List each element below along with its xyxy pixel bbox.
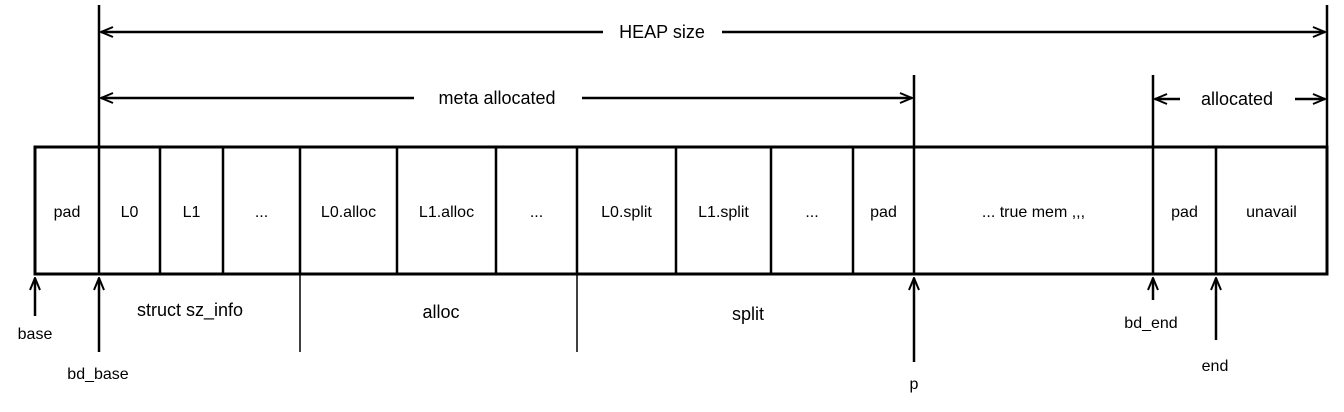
allocated-dimension: allocated [1155, 89, 1325, 109]
heap-size-label: HEAP size [619, 22, 705, 42]
pointer-bd-end-label: bd_end [1124, 315, 1177, 332]
memory-cell-label: unavail [1246, 204, 1297, 221]
memory-cells: pad L0 L1... L0.alloc L1.alloc... L0.split L1.… [54, 147, 1297, 274]
memory-cell-label: ... [255, 204, 268, 221]
memory-cell-label: pad [54, 204, 81, 221]
memory-cell-label: L0.split [601, 204, 652, 221]
meta-allocated-dimension: meta allocated [101, 88, 912, 108]
memory-cell-label: ... true mem ,,, [982, 204, 1085, 221]
memory-cell-label: ... [805, 204, 818, 221]
pointer-base-label: base [18, 326, 53, 343]
memory-cell-label: pad [1171, 204, 1198, 221]
memory-cell-label: L1.split [698, 204, 749, 221]
meta-allocated-label: meta allocated [438, 88, 555, 108]
allocated-label: allocated [1201, 89, 1273, 109]
pointer-bd-base-label: bd_base [67, 366, 128, 383]
memory-bar [33, 145, 1329, 276]
pointer-bd-end: bd_end [1124, 278, 1178, 332]
group-label-alloc: alloc [422, 302, 459, 322]
pointer-p-label: p [910, 376, 919, 393]
memory-cell-label: pad [870, 204, 897, 221]
memory-cell-label: L1 [183, 204, 201, 221]
pointer-p: p [910, 278, 919, 393]
group-label-split: split [732, 304, 764, 324]
pointer-bd-base: bd_base [67, 278, 129, 383]
heap-size-dimension: HEAP size [101, 22, 1325, 42]
memory-cell-label: L0 [121, 204, 139, 221]
memory-cell-label: ... [530, 204, 543, 221]
memory-cell-label: L1.alloc [419, 204, 474, 221]
pointer-end: end [1202, 278, 1229, 375]
pointer-base: base [18, 278, 53, 343]
memory-cell-label: L0.alloc [321, 204, 376, 221]
group-label-struct-sz-info: struct sz_info [137, 300, 243, 321]
pointer-end-label: end [1202, 358, 1229, 375]
